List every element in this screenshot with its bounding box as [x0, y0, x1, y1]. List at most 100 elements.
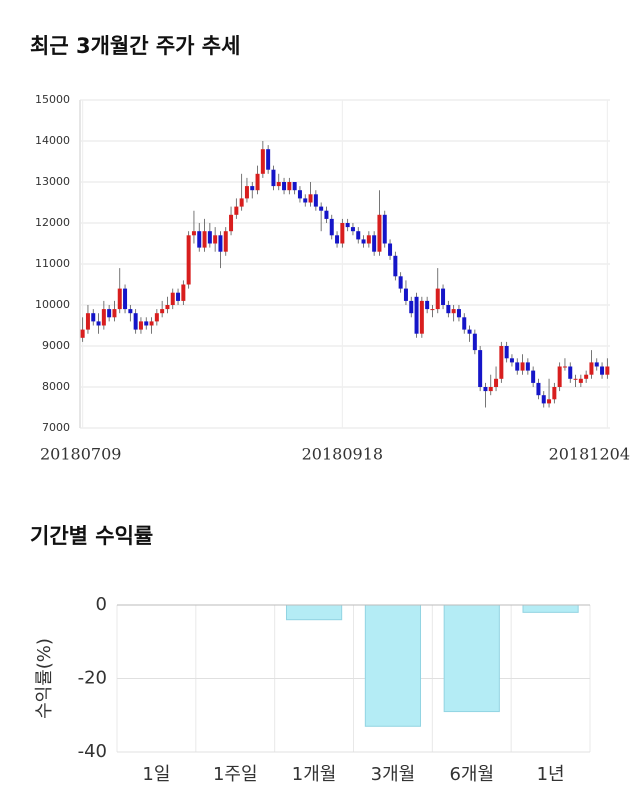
- candle-body: [430, 309, 435, 311]
- candle-body: [520, 362, 525, 371]
- candle-body: [160, 309, 165, 314]
- candle-body: [297, 190, 302, 199]
- candle-body: [287, 182, 292, 191]
- candle-body: [573, 378, 578, 380]
- candle-body: [223, 231, 228, 252]
- bar: [285, 604, 343, 621]
- candle-body: [525, 362, 530, 371]
- y-tick-label: 12000: [35, 216, 70, 229]
- y-tick-label: 9000: [42, 339, 70, 352]
- candle-body: [313, 194, 318, 207]
- candle-body: [250, 186, 255, 191]
- candle-body: [266, 149, 271, 170]
- candle-body: [170, 292, 175, 305]
- candle-body: [483, 387, 488, 392]
- candle-body: [85, 313, 90, 330]
- candle-body: [144, 321, 149, 326]
- candle-body: [123, 288, 128, 310]
- y-axis-label: 수익률(%): [34, 638, 55, 719]
- chart-title: 기간별 수익률: [30, 524, 153, 548]
- y-tick-label: 14000: [35, 134, 70, 147]
- candle-body: [154, 313, 159, 322]
- candle-body: [446, 305, 451, 314]
- candle-body: [107, 309, 112, 318]
- y-tick-label: -40: [78, 741, 107, 762]
- candle-body: [191, 231, 196, 236]
- candle-body: [345, 223, 350, 228]
- candle-body: [366, 235, 371, 244]
- candle-body: [282, 182, 287, 191]
- candle-body: [478, 350, 483, 387]
- y-tick-label: 10000: [35, 298, 70, 311]
- candle-body: [292, 182, 297, 191]
- x-tick-label: 1개월: [292, 764, 337, 785]
- bar: [364, 604, 422, 727]
- candle-body: [382, 214, 387, 244]
- candle-body: [197, 231, 202, 248]
- candle-body: [324, 210, 329, 219]
- candle-body: [128, 309, 133, 314]
- candle-body: [414, 296, 419, 334]
- candle-body: [425, 300, 430, 310]
- x-tick-label: 1일: [142, 764, 170, 785]
- bar: [522, 604, 579, 613]
- bar: [443, 604, 500, 713]
- y-tick-label: 0: [96, 594, 107, 615]
- candle-body: [361, 239, 366, 244]
- candle-body: [562, 366, 567, 368]
- candle-body: [393, 255, 398, 277]
- candle-body: [165, 305, 170, 310]
- candle-body: [319, 206, 324, 211]
- candle-body: [112, 309, 117, 318]
- y-tick-label: 15000: [35, 93, 70, 106]
- candle-body: [271, 169, 276, 187]
- candle-body: [568, 366, 573, 379]
- candle-body: [499, 346, 504, 379]
- candle-body: [456, 309, 461, 318]
- chart-title: 최근 3개월간 주가 추세: [30, 34, 240, 58]
- candle-body: [80, 329, 85, 338]
- candle-body: [441, 288, 446, 305]
- x-tick-label: 1주일: [213, 764, 258, 785]
- candle-body: [494, 378, 499, 387]
- candle-body: [515, 362, 520, 371]
- candle-body: [419, 300, 424, 334]
- candle-body: [356, 231, 361, 240]
- candle-body: [372, 235, 377, 252]
- candle-body: [229, 214, 234, 232]
- candle-body: [377, 214, 382, 252]
- candle-body: [149, 321, 154, 326]
- candle-body: [605, 366, 610, 375]
- candle-body: [541, 395, 546, 404]
- candle-body: [181, 284, 186, 301]
- x-tick-label: 20181204: [549, 445, 630, 464]
- candle-body: [509, 358, 514, 363]
- candle-body: [186, 235, 191, 285]
- candle-body: [117, 288, 122, 310]
- candle-body: [207, 231, 212, 244]
- candle-body: [547, 399, 552, 404]
- y-tick-label: 8000: [42, 380, 70, 393]
- candle-body: [244, 186, 249, 199]
- candle-body: [91, 313, 96, 322]
- candle-body: [552, 387, 557, 400]
- candle-body: [239, 198, 244, 207]
- candle-body: [276, 182, 281, 187]
- candle-body: [350, 227, 355, 232]
- candle-body: [213, 235, 218, 244]
- candle-body: [589, 362, 594, 375]
- candle-body: [467, 329, 472, 334]
- candle-body: [600, 366, 605, 375]
- candle-body: [578, 378, 583, 383]
- y-tick-label: 7000: [42, 421, 70, 434]
- candle-body: [531, 370, 536, 383]
- candle-body: [584, 374, 589, 379]
- candle-body: [133, 313, 138, 330]
- x-tick-label: 1년: [537, 764, 565, 785]
- candle-body: [536, 382, 541, 396]
- candle-body: [101, 309, 106, 326]
- y-tick-label: -20: [78, 668, 107, 689]
- candle-body: [462, 317, 467, 330]
- y-tick-label: 11000: [35, 257, 70, 270]
- candle-body: [409, 300, 414, 314]
